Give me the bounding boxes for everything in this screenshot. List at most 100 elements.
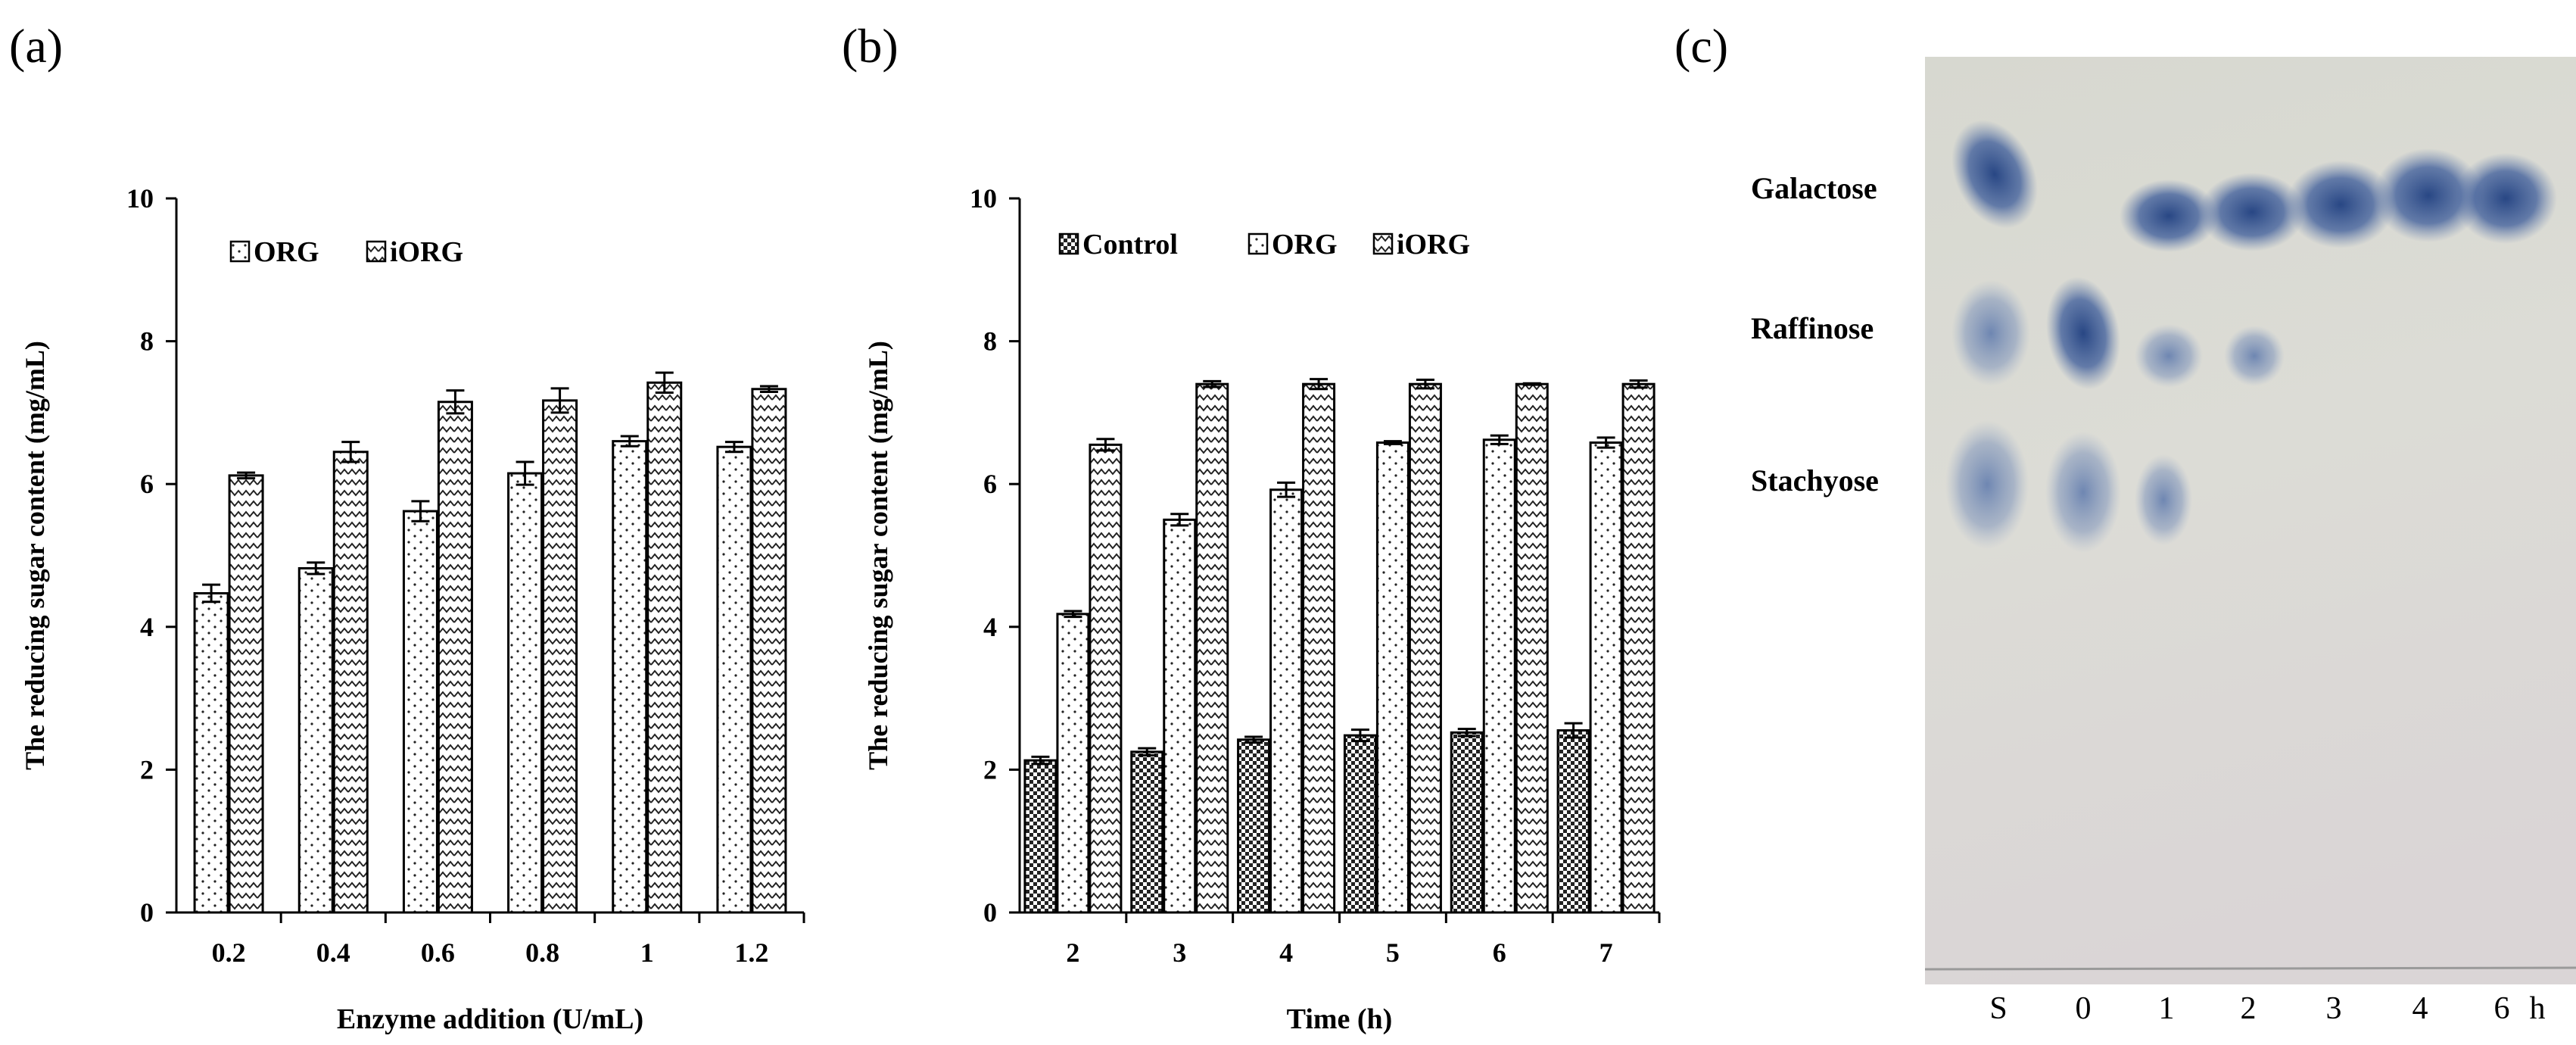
- y-tick-label: 2: [140, 754, 154, 785]
- bar-org: [612, 440, 648, 914]
- x-axis-title: Time (h): [1287, 1003, 1393, 1035]
- y-tick-label: 10: [970, 183, 997, 214]
- y-tick-label: 0: [140, 897, 154, 928]
- tlc-compound-labels: Galactose Raffinose Stachyose: [1751, 171, 1879, 498]
- lane-label: S: [1989, 991, 2007, 1026]
- bar-iorg: [646, 381, 683, 914]
- panel-c-label: (c): [1674, 19, 1728, 73]
- panel-b-label: (b): [842, 19, 899, 73]
- y-axis-title: The reducing sugar content (mg/mL): [863, 341, 893, 770]
- bar-org: [193, 591, 229, 914]
- bar-iorg: [1089, 443, 1123, 914]
- bar-org: [1482, 438, 1516, 914]
- bar-iorg: [228, 474, 264, 914]
- y-tick-label: 0: [983, 897, 997, 928]
- y-tick-label: 6: [140, 469, 154, 499]
- x-tick-label: 6: [1493, 937, 1506, 968]
- lane-label: 3: [2326, 991, 2342, 1026]
- bar-org: [1375, 441, 1409, 914]
- chart-b: 0 2 4 6 8 10 2 3 4 5 6 7 Time (h) The reducing sugar …: [863, 183, 1661, 1035]
- bar-org: [1163, 518, 1197, 914]
- bar-control: [1343, 734, 1377, 914]
- x-tick-label: 0.4: [316, 937, 350, 968]
- y-axis-title: The reducing sugar content (mg/mL): [20, 341, 50, 770]
- y-tick-label: 10: [126, 183, 154, 214]
- compound-label-stachyose: Stachyose: [1751, 463, 1879, 498]
- y-tick-label: 4: [983, 612, 997, 642]
- x-tick-label: 5: [1386, 937, 1400, 968]
- x-tick-label: 3: [1173, 937, 1186, 968]
- y-tick-label: 8: [983, 326, 997, 357]
- y-tick-label: 6: [983, 469, 997, 499]
- bar-org: [507, 472, 544, 914]
- lane-label: 4: [2412, 991, 2428, 1026]
- lane-label: 2: [2241, 991, 2257, 1026]
- x-tick-label: 0.8: [525, 937, 559, 968]
- bar-iorg: [1302, 382, 1336, 914]
- lane-unit-label: h: [2530, 991, 2546, 1026]
- x-tick-label: 1.2: [734, 937, 768, 968]
- x-tick-label: 0.6: [421, 937, 455, 968]
- spot-lane6-galactose: [2454, 153, 2557, 244]
- spot-lane3-galactose: [2286, 161, 2395, 248]
- lane-label: 1: [2159, 991, 2175, 1026]
- x-tick-label: 4: [1279, 937, 1293, 968]
- bar-control: [1023, 759, 1057, 914]
- bar-control: [1556, 729, 1590, 914]
- lane-label: 0: [2076, 991, 2092, 1026]
- chart-a: 0 2 4 6 8 10 0.2 0.4 0.6 0.8 1 1.2 Enzyme addition (…: [20, 183, 805, 1035]
- bar-org: [716, 445, 752, 914]
- legend-label-org: ORG: [254, 236, 319, 268]
- bar-org: [1269, 488, 1304, 914]
- x-tick-label: 2: [1066, 937, 1079, 968]
- compound-label-galactose: Galactose: [1751, 171, 1877, 205]
- legend-label-iorg: iORG: [390, 236, 463, 268]
- bar-org: [402, 510, 438, 914]
- bar-iorg: [332, 451, 369, 914]
- legend-label-iorg: iORG: [1397, 229, 1470, 260]
- compound-label-raffinose: Raffinose: [1751, 311, 1874, 345]
- bar-iorg: [437, 401, 473, 914]
- y-tick-label: 2: [983, 754, 997, 785]
- legend-swatch-org: [229, 240, 251, 263]
- bar-iorg: [1195, 382, 1229, 914]
- bar-control: [1237, 738, 1271, 914]
- bar-iorg: [542, 399, 578, 914]
- spot-standard-stachyose: [1945, 420, 2029, 549]
- lane-label: 6: [2494, 991, 2510, 1026]
- bar-org: [1056, 613, 1090, 914]
- spot-lane0-raffinose: [2045, 276, 2121, 390]
- spot-standard-raffinose: [1951, 280, 2030, 386]
- spot-lane1-galactose: [2120, 179, 2218, 252]
- spot-lane1-raffinose: [2135, 324, 2203, 388]
- bar-iorg: [751, 388, 787, 914]
- legend-swatch-org: [1248, 232, 1269, 255]
- spot-lane0-stachyose: [2045, 432, 2121, 553]
- bar-iorg: [1408, 382, 1442, 914]
- spot-lane4-galactose: [2374, 148, 2483, 242]
- tlc-baseline: [1924, 966, 2576, 971]
- legend-swatch-control: [1058, 232, 1079, 255]
- x-tick-label: 1: [640, 937, 654, 968]
- tlc-spots: [1945, 120, 2557, 553]
- legend-swatch-iorg: [1372, 232, 1394, 255]
- spot-lane2-raffinose: [2224, 326, 2285, 386]
- bar-org: [297, 566, 334, 914]
- bar-control: [1130, 750, 1164, 914]
- legend-swatch-iorg: [366, 240, 387, 263]
- bar-iorg: [1621, 382, 1656, 914]
- panel-a-label: (a): [9, 19, 63, 73]
- bar-iorg: [1515, 382, 1549, 914]
- legend-label-control: Control: [1082, 229, 1178, 260]
- y-tick-label: 4: [140, 612, 154, 642]
- x-axis-title: Enzyme addition (U/mL): [337, 1003, 643, 1035]
- spot-lane2-galactose: [2199, 173, 2305, 251]
- x-tick-label: 7: [1599, 937, 1613, 968]
- bar-control: [1450, 731, 1484, 914]
- spot-standard-galactose: [1951, 120, 2038, 229]
- y-tick-label: 8: [140, 326, 154, 357]
- x-tick-label: 0.2: [212, 937, 246, 968]
